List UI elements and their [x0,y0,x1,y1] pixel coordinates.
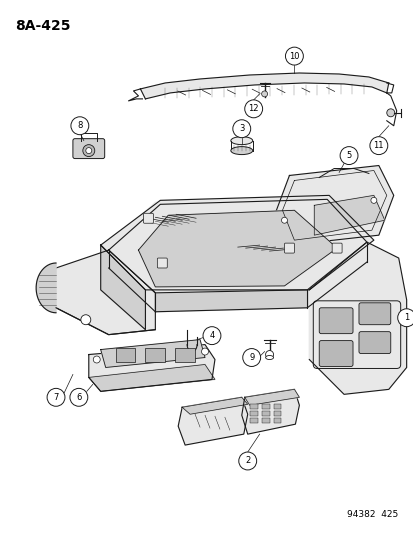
Bar [115,348,135,361]
Bar [261,418,269,423]
Polygon shape [309,242,406,394]
Text: 2: 2 [244,456,250,465]
FancyBboxPatch shape [73,139,104,158]
FancyBboxPatch shape [143,213,153,223]
Text: 1: 1 [403,313,408,322]
Circle shape [201,348,208,355]
Polygon shape [105,197,368,248]
Circle shape [397,309,413,327]
Bar [273,404,281,409]
Circle shape [244,100,262,118]
Bar [261,411,269,416]
Polygon shape [88,365,214,391]
Polygon shape [100,340,204,367]
Polygon shape [108,199,366,293]
Bar [261,404,269,409]
Circle shape [369,136,387,155]
Polygon shape [100,245,145,330]
Circle shape [71,117,88,135]
Bar [273,418,281,423]
Circle shape [85,148,92,154]
Circle shape [81,315,90,325]
Text: 12: 12 [248,104,258,114]
FancyBboxPatch shape [358,303,390,325]
Ellipse shape [230,136,252,144]
Text: 5: 5 [346,151,351,160]
Bar [249,404,257,409]
Text: 8A-425: 8A-425 [15,19,71,33]
FancyBboxPatch shape [318,341,352,367]
Polygon shape [244,389,299,405]
Circle shape [281,217,287,223]
Polygon shape [88,345,214,391]
Text: 4: 4 [209,331,214,340]
Polygon shape [100,196,373,290]
Circle shape [238,452,256,470]
Polygon shape [313,196,384,235]
Text: 10: 10 [288,52,299,61]
Polygon shape [241,389,299,434]
FancyBboxPatch shape [331,243,341,253]
Circle shape [47,389,65,406]
Circle shape [386,109,394,117]
Circle shape [370,197,376,203]
Polygon shape [274,166,393,245]
Circle shape [339,147,357,165]
Text: 3: 3 [238,124,244,133]
Circle shape [93,356,100,363]
FancyBboxPatch shape [284,243,294,253]
Circle shape [261,91,267,97]
Circle shape [232,120,250,138]
Polygon shape [178,397,247,445]
Text: 94382  425: 94382 425 [347,510,398,519]
Bar [175,348,195,361]
Polygon shape [140,73,388,99]
Bar [145,348,165,361]
Text: 9: 9 [249,353,254,362]
Polygon shape [36,263,56,313]
Text: 8: 8 [77,121,82,130]
FancyBboxPatch shape [358,332,390,353]
Bar [249,411,257,416]
Polygon shape [138,211,336,287]
Ellipse shape [230,147,252,155]
FancyBboxPatch shape [318,308,352,334]
Ellipse shape [265,356,273,360]
Text: 7: 7 [53,393,59,402]
Text: 6: 6 [76,393,81,402]
Polygon shape [56,250,155,335]
Circle shape [83,144,95,157]
Text: 11: 11 [373,141,383,150]
Circle shape [285,47,303,65]
FancyBboxPatch shape [157,258,167,268]
Bar [249,418,257,423]
Circle shape [242,349,260,367]
Polygon shape [108,242,366,312]
Polygon shape [182,397,247,414]
Bar [273,411,281,416]
Circle shape [202,327,221,345]
Circle shape [70,389,88,406]
Circle shape [265,351,273,359]
